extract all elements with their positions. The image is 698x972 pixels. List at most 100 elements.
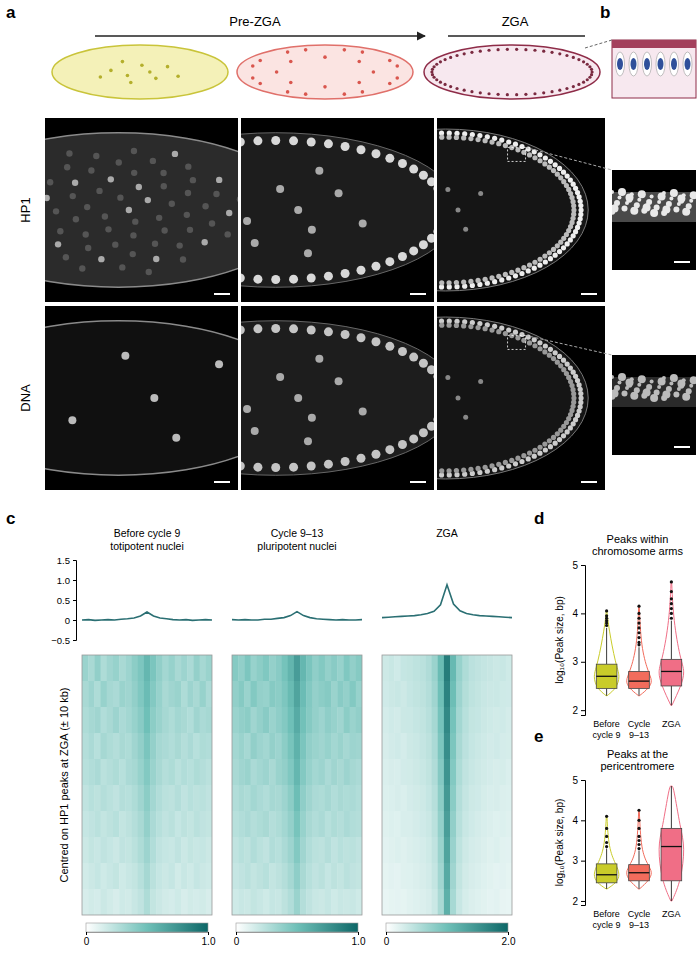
chromatin-signal — [658, 377, 666, 385]
heatmap-cell — [438, 889, 445, 915]
nucleus-signal — [537, 346, 542, 351]
nucleus-signal — [446, 135, 451, 140]
heatmap-cell — [331, 785, 338, 811]
heatmap-cell — [101, 759, 108, 785]
heatmap-cell — [269, 655, 276, 681]
heatmap-cell — [493, 733, 500, 759]
chromatin-signal — [661, 210, 667, 216]
heatmap-cell — [294, 837, 301, 863]
heatmap-cell — [462, 681, 469, 707]
whisker — [606, 688, 607, 695]
heatmap-cell — [275, 655, 282, 681]
heatmap-cell — [263, 707, 270, 733]
nucleus-signal — [241, 325, 245, 334]
heatmap-cell — [481, 889, 488, 915]
heatmap-cell — [169, 785, 176, 811]
nucleus — [251, 64, 255, 68]
zoom-cell — [670, 52, 679, 76]
heatmap-cell — [450, 759, 457, 785]
heatmap-cell — [306, 785, 313, 811]
panel-label: b — [600, 3, 610, 22]
heatmap-cell — [419, 889, 426, 915]
median — [596, 874, 617, 875]
heatmap-cell — [343, 889, 350, 915]
heatmap-cell — [300, 655, 307, 681]
heatmap-cell — [331, 811, 338, 837]
heatmap-cell — [438, 785, 445, 811]
tick-label: 1.0 — [202, 936, 216, 947]
heatmap-cell — [181, 759, 188, 785]
axis: 01.0 — [234, 932, 366, 947]
heatmap-cell — [181, 811, 188, 837]
tick-label: 3 — [572, 656, 578, 667]
heatmap-cell — [407, 811, 414, 837]
heatmap-cell — [269, 707, 276, 733]
scale-bar — [674, 446, 690, 448]
heatmap-frame — [82, 655, 212, 915]
heatmap-cell — [300, 785, 307, 811]
nucleus — [470, 90, 473, 93]
nucleus-signal — [446, 323, 451, 328]
nucleus — [479, 91, 482, 94]
heatmap-cell — [138, 811, 145, 837]
nucleus — [550, 90, 553, 93]
nucleus-signal — [385, 342, 394, 351]
nucleus-signal — [271, 463, 280, 472]
heatmap-cell — [401, 655, 408, 681]
panel-label: d — [534, 509, 544, 528]
nucleus-signal — [553, 441, 558, 446]
tick-mark — [581, 662, 585, 663]
nucleus — [99, 75, 103, 79]
heatmap-cell — [132, 759, 139, 785]
heatmap-cell — [319, 707, 326, 733]
heatmap-cell — [238, 837, 245, 863]
tick-label: 0 — [384, 936, 390, 947]
heatmap-cell — [257, 889, 264, 915]
nucleus-signal — [515, 335, 520, 340]
heatmap-cell — [156, 811, 163, 837]
heatmap-cell — [113, 733, 120, 759]
nucleus — [470, 51, 473, 54]
nucleus — [361, 90, 365, 94]
heatmap-cell — [244, 863, 251, 889]
nucleus-signal — [385, 445, 394, 454]
heatmap-cell — [312, 681, 319, 707]
nucleus-signal — [557, 354, 562, 359]
nucleus-signal — [461, 468, 466, 473]
nucleus-signal — [398, 440, 407, 449]
nucleus-signal — [289, 275, 298, 284]
axis: 2345 — [572, 560, 585, 716]
nucleus-signal — [548, 347, 553, 352]
tick-mark — [581, 901, 585, 902]
nucleus-signal — [409, 434, 418, 443]
nucleus-signal — [187, 227, 193, 233]
whisker — [671, 786, 672, 828]
nucleus — [449, 56, 452, 59]
chromatin-signal — [626, 379, 634, 387]
category-label: Cycle9–13 — [628, 909, 651, 930]
heatmap-cell — [206, 681, 212, 707]
heatmap-cell — [500, 655, 507, 681]
heatmap-cell — [132, 785, 139, 811]
nucleus-signal — [371, 149, 380, 158]
heatmap-cell — [282, 889, 289, 915]
heatmap-cell — [331, 837, 338, 863]
nucleus-signal — [547, 353, 552, 358]
nucleus — [154, 77, 158, 81]
heatmap-cell — [206, 863, 212, 889]
nucleus — [258, 59, 262, 63]
heatmap-cell — [325, 889, 332, 915]
heatmap-cell — [138, 655, 145, 681]
heatmap-cell — [469, 837, 476, 863]
nucleus-signal — [93, 153, 99, 159]
heatmap-cell — [306, 733, 313, 759]
chromatin-signal — [625, 201, 629, 205]
nucleus-signal — [439, 323, 444, 328]
heatmap-cell — [156, 759, 163, 785]
nucleus-signal — [537, 445, 542, 450]
heatmap-cell — [181, 837, 188, 863]
nucleus-signal — [543, 447, 548, 452]
nucleus — [558, 52, 561, 55]
nucleus-signal — [478, 379, 483, 384]
nucleus-signal — [130, 232, 136, 238]
